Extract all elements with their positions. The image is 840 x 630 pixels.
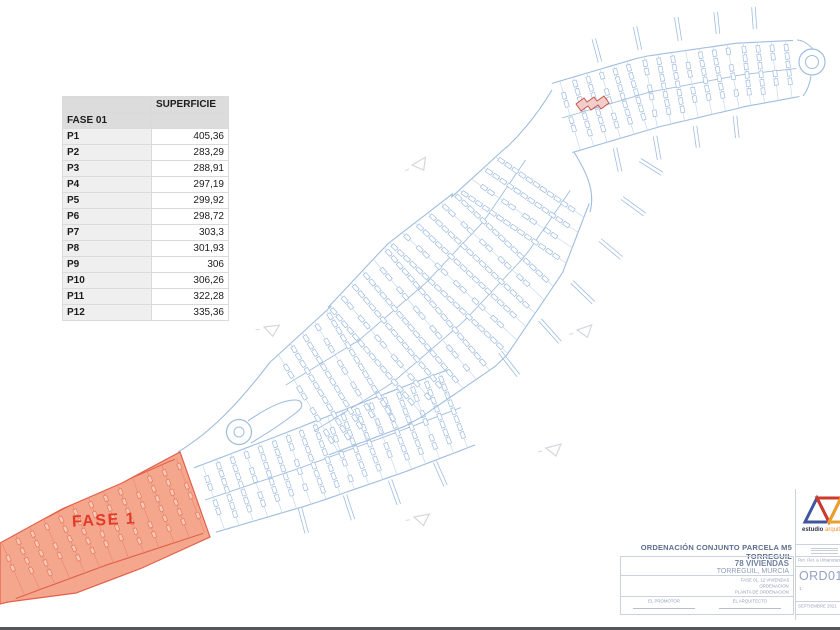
drawing-date: SEPTIEMBRE 2021 xyxy=(798,604,837,610)
table-row: P12 335,36 xyxy=(62,304,229,321)
table-row: P8 301,93 xyxy=(62,240,229,257)
map-details xyxy=(225,39,826,527)
group-label: FASE 01 xyxy=(62,112,152,129)
drawing-scale: 1: xyxy=(799,586,803,592)
superficie-table: SUPERFICIE FASE 01 P1 405,36 P2 283,29 P3 2… xyxy=(62,96,229,321)
promoter-label: EL PROMOTOR xyxy=(648,599,680,605)
superficie-header: SUPERFICIE xyxy=(151,96,229,113)
table-row: P5 299,92 xyxy=(62,192,229,209)
roads xyxy=(177,6,758,534)
project-name: 78 VIVIENDAS xyxy=(734,559,789,568)
table-row: P2 283,29 xyxy=(62,144,229,161)
project-box: 78 VIVIENDAS TORREGUIL, MURCIA xyxy=(620,556,794,576)
architect-label: EL ARQUITECTO xyxy=(732,599,768,605)
sheet-edge-line xyxy=(0,627,840,630)
highlighted-plot xyxy=(575,95,610,112)
survey-marker-icon xyxy=(569,324,593,339)
table-row: P10 306,26 xyxy=(62,272,229,289)
table-row: P1 405,36 xyxy=(62,128,229,145)
fase1-zone xyxy=(0,451,211,605)
table-row: P9 306 xyxy=(62,256,229,273)
table-row: P6 298,72 xyxy=(62,208,229,225)
drawing-number-box: ORD01 1: xyxy=(796,567,840,602)
fase1-label: FASE 1 xyxy=(71,510,137,531)
survey-marker-icon xyxy=(405,513,431,527)
logo-triangles-icon xyxy=(802,494,840,526)
reference-label: Ref. Ref. a Urbanización xyxy=(798,558,840,564)
promoter-cell: EL PROMOTOR xyxy=(621,597,707,614)
project-location: TORREGUIL, MURCIA xyxy=(716,568,789,575)
survey-marker-icon xyxy=(255,324,281,338)
survey-marker-icon xyxy=(405,156,427,172)
studio-logo: estudio arquitectura xyxy=(796,489,840,545)
illegible-signature-line xyxy=(719,607,781,610)
subtitle-line: PLANTA DE ORDENACIÓN xyxy=(735,590,789,596)
drawing-number: ORD01 xyxy=(799,569,840,583)
table-group-row: FASE 01 xyxy=(62,112,229,129)
drawing-subtitle-box: FASE 01, 12 VIVIENDAS ORDENACIÓN PLANTA … xyxy=(620,576,794,597)
logo-word-1: estudio xyxy=(802,527,824,533)
survey-marker-icon xyxy=(537,443,563,457)
housing-blocks xyxy=(193,39,800,533)
fase1-plots xyxy=(0,458,205,600)
reference-box: Ref. Ref. a Urbanización xyxy=(796,557,840,567)
table-row: P4 297,19 xyxy=(62,176,229,193)
table-row: P11 322,28 xyxy=(62,288,229,305)
subtitle-line: FASE 01, 12 VIVIENDAS xyxy=(740,578,789,584)
illegible-signature-line xyxy=(633,607,695,610)
illegible-text-line xyxy=(811,552,838,554)
signature-box: EL PROMOTOR EL ARQUITECTO xyxy=(620,597,794,615)
studio-address xyxy=(796,545,840,557)
illegible-text-line xyxy=(811,550,838,552)
titleblock-right-column: estudio arquitectura Ref. Ref. a Urbaniz… xyxy=(795,489,840,620)
architect-cell: EL ARQUITECTO xyxy=(707,597,793,614)
table-header-row: SUPERFICIE xyxy=(62,96,229,113)
date-box: SEPTIEMBRE 2021 xyxy=(796,602,840,615)
logo-word-2: arquitectura xyxy=(825,527,840,533)
subtitle-line: ORDENACIÓN xyxy=(759,584,789,590)
illegible-text-line xyxy=(811,547,838,549)
table-row: P3 288,91 xyxy=(62,160,229,177)
teardrop-road xyxy=(247,399,303,444)
table-row: P7 303,3 xyxy=(62,224,229,241)
